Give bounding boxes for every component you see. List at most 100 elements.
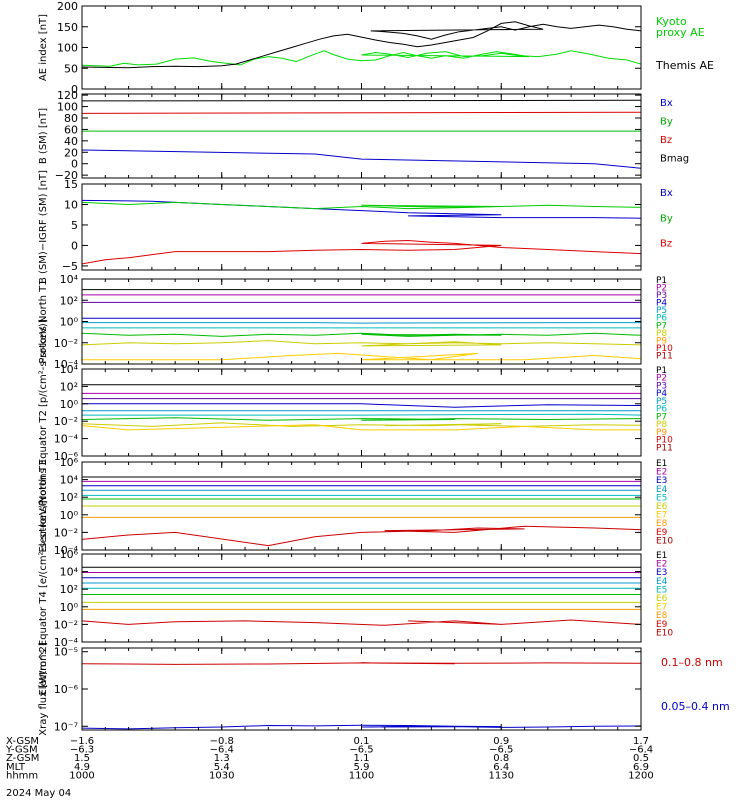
- legend-entry: E5: [656, 493, 667, 503]
- legend-entry: 0.1–0.8 nm: [661, 656, 723, 669]
- series-line-e9: [82, 525, 641, 547]
- legend-entry: E4: [656, 577, 668, 587]
- legend-entry: P10: [656, 344, 673, 354]
- series-line-p4: [82, 403, 641, 408]
- ephemeris-value: −0.8: [210, 736, 234, 747]
- legend-entry: P1: [656, 276, 667, 286]
- ephemeris-value: 1.1: [354, 753, 370, 764]
- series-line-bmag: [82, 99, 641, 102]
- ephemeris-value: 6.9: [633, 762, 649, 773]
- series-group: [82, 566, 641, 626]
- panel-frame: [81, 183, 642, 271]
- legend-entry: Bx: [660, 188, 673, 199]
- y-tick-label: 10⁻⁴: [54, 636, 79, 649]
- legend-entry: P6: [656, 405, 667, 415]
- legend-entry: P2: [656, 374, 667, 384]
- legend-entry: Kyoto: [656, 15, 687, 28]
- series-line-bz: [82, 111, 641, 114]
- legend-entry: By: [660, 213, 673, 224]
- legend-entry: Bz: [660, 135, 672, 146]
- legend-entry: E10: [656, 536, 673, 546]
- legend-entry: 0.05–0.4 nm: [661, 700, 730, 713]
- series-line-bz: [82, 239, 641, 265]
- ephemeris-value: 0.1: [354, 736, 370, 747]
- y-tick-label: 10²: [60, 380, 78, 393]
- legend-entry: P8: [656, 420, 667, 430]
- ephemeris-value: 4.9: [74, 762, 90, 773]
- series-line-p6: [82, 413, 641, 416]
- ephemeris-value: −6.4: [629, 745, 653, 756]
- y-tick-label: 10⁶: [60, 456, 79, 469]
- y-tick-label: 10²: [60, 294, 78, 307]
- ephemeris-value: 1030: [209, 770, 234, 781]
- legend-entry: P2: [656, 284, 667, 294]
- series-line-kyoto-proxy-ae: [82, 50, 641, 67]
- legend-entry: E10: [656, 628, 673, 638]
- ephemeris-value: 1000: [69, 770, 94, 781]
- y-axis-label: Protons North T1: [38, 279, 49, 363]
- series-line-p8: [82, 340, 641, 347]
- ephemeris-row-label: Y-GSM: [5, 745, 38, 756]
- panel-3: −5 0 5 10 15 B (SM)−IGRF (SM) [nT] Bx By Bz: [38, 170, 673, 284]
- y-tick-label: 10⁰: [60, 601, 79, 614]
- series-group: [82, 199, 641, 265]
- panel-5: 10⁻⁶ 10⁻⁴ 10⁻² 10⁰ 10² 10⁴ Protons Equator T2 …: [38, 319, 673, 506]
- legend-entry: P11: [656, 443, 673, 453]
- legend-entry: E3: [656, 476, 667, 486]
- legend-entry: P4: [656, 389, 667, 399]
- ephemeris-value: −6.5: [489, 745, 513, 756]
- y-tick-label: 80: [64, 112, 78, 125]
- y-tick-label: −20: [55, 169, 78, 182]
- ephemeris-value: 1.3: [214, 753, 230, 764]
- legend-entry: P9: [656, 336, 667, 346]
- ephemeris-value: 1.7: [633, 736, 649, 747]
- ephemeris-row-label: hhmm: [6, 770, 38, 781]
- panel-frame: [81, 93, 642, 179]
- legend-entry: E4: [656, 485, 668, 495]
- ephemeris-value: −6.5: [349, 745, 373, 756]
- series-line-p9: [82, 352, 641, 361]
- series-line-0-05-0-4-nm: [82, 724, 641, 730]
- legend-entry: P7: [656, 321, 667, 331]
- legend-entry: E6: [656, 502, 668, 512]
- y-tick-label: 150: [57, 21, 78, 34]
- legend-entry: E7: [656, 603, 667, 613]
- series-line-0-1-0-8-nm: [82, 662, 641, 665]
- y-tick-label: 10⁴: [60, 273, 79, 286]
- series-group: [82, 99, 641, 169]
- ephemeris-value: 0.9: [493, 736, 509, 747]
- legend-entry: P1: [656, 366, 667, 376]
- y-axis-label: Protons Equator T2 [p/(cm²-s-sr-keV)]: [38, 319, 49, 506]
- legend-entry: By: [660, 117, 673, 128]
- y-tick-label: 100: [57, 42, 78, 55]
- series-group: [82, 384, 641, 431]
- legend-entry: E1: [656, 459, 667, 469]
- panel-frame: [81, 368, 642, 457]
- series-line-p7: [82, 417, 641, 421]
- y-tick-label: −5: [62, 260, 78, 273]
- series-line-bx: [82, 199, 641, 225]
- panel-frame: [81, 647, 642, 731]
- legend-entry: P3: [656, 381, 667, 391]
- y-tick-label: 60: [64, 123, 78, 136]
- y-tick-label: 10⁻⁵: [54, 646, 78, 659]
- y-tick-label: 50: [64, 62, 78, 75]
- series-line-p7: [82, 332, 641, 337]
- y-tick-label: 20: [64, 146, 78, 159]
- y-tick-label: 100: [57, 101, 78, 114]
- ephemeris-row-label: MLT: [6, 762, 26, 773]
- y-tick-label: 120: [57, 89, 78, 102]
- y-tick-label: 0: [71, 158, 78, 171]
- ephemeris-value: 0.5: [633, 753, 649, 764]
- legend: Bx By Bz: [660, 188, 673, 250]
- legend-entry: E3: [656, 568, 667, 578]
- y-tick-label: 10⁻⁴: [54, 544, 79, 557]
- y-tick-label: 10⁻²: [54, 618, 78, 631]
- date-label: 2024 May 04: [6, 788, 71, 799]
- legend-entry: P10: [656, 436, 673, 446]
- series-line-by: [82, 201, 641, 210]
